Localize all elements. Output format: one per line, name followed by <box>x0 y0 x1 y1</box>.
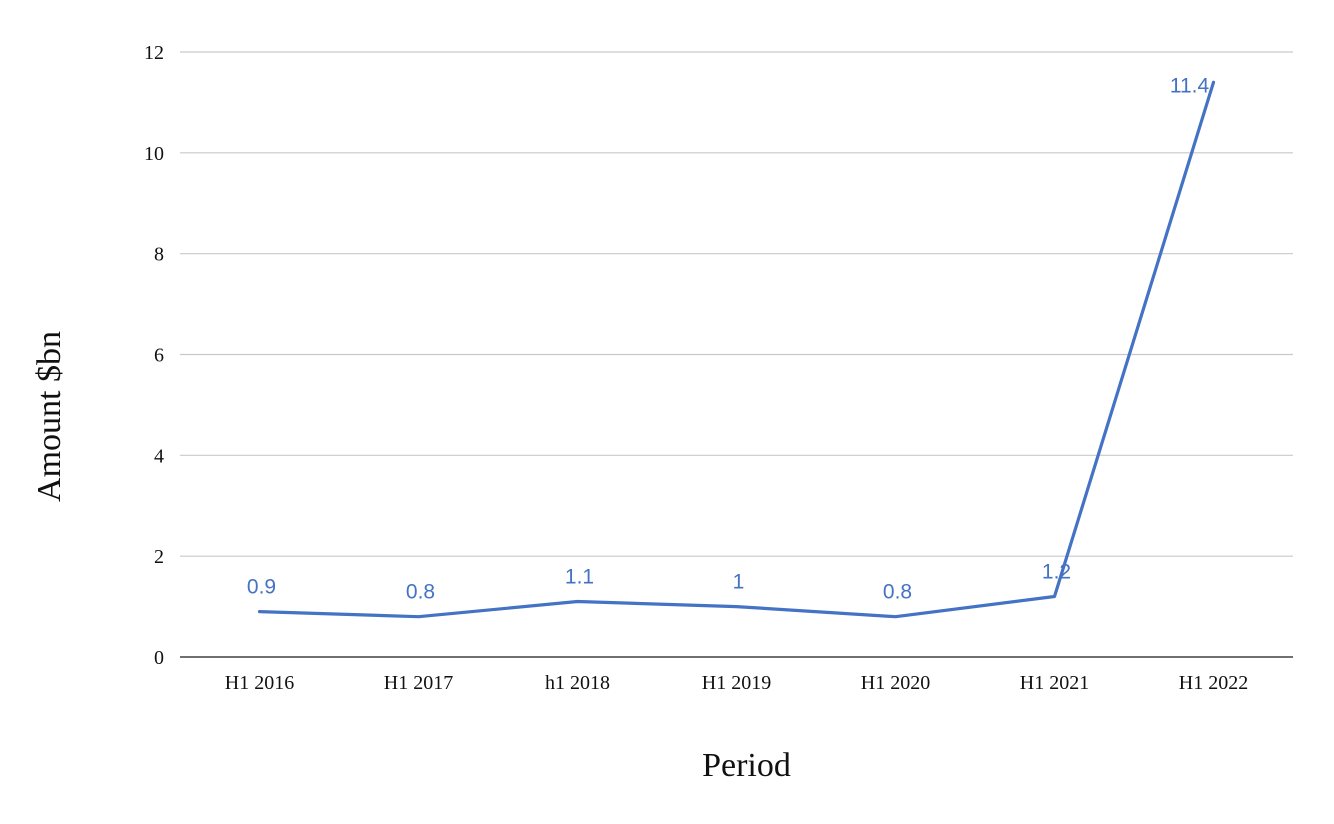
y-tick-label: 10 <box>144 143 164 165</box>
y-axis-ticks: 0 2 4 6 8 10 12 <box>144 42 164 669</box>
y-tick-label: 2 <box>154 546 164 568</box>
x-axis-ticks: H1 2016 H1 2017 h1 2018 H1 2019 H1 2020 H1 20… <box>225 672 1248 694</box>
x-tick-label: H1 2020 <box>861 672 930 694</box>
data-labels: 0.9 0.8 1.1 1 0.8 1.2 11.4 <box>247 74 1210 603</box>
data-label: 0.8 <box>406 581 435 604</box>
y-tick-label: 8 <box>154 244 164 266</box>
data-label: 0.9 <box>247 576 276 599</box>
x-tick-label: H1 2017 <box>384 672 453 694</box>
y-tick-label: 4 <box>154 445 164 467</box>
data-label: 11.4 <box>1170 74 1210 97</box>
data-label: 1 <box>733 571 745 594</box>
x-tick-label: H1 2022 <box>1179 672 1248 694</box>
x-tick-label: h1 2018 <box>545 672 610 694</box>
data-label: 0.8 <box>883 581 912 604</box>
x-tick-label: H1 2019 <box>702 672 771 694</box>
x-axis-title: Period <box>702 747 791 784</box>
x-tick-label: H1 2016 <box>225 672 294 694</box>
data-label: 1.1 <box>565 566 594 589</box>
y-axis-title: Amount $bn <box>31 331 68 502</box>
y-tick-label: 6 <box>154 345 164 367</box>
series-line <box>257 80 1216 619</box>
gridlines <box>180 51 1293 557</box>
y-tick-label: 0 <box>154 647 164 669</box>
y-tick-label: 12 <box>144 42 164 64</box>
x-tick-label: H1 2021 <box>1020 672 1089 694</box>
data-label: 1.2 <box>1042 561 1071 584</box>
series-group <box>257 80 1216 619</box>
